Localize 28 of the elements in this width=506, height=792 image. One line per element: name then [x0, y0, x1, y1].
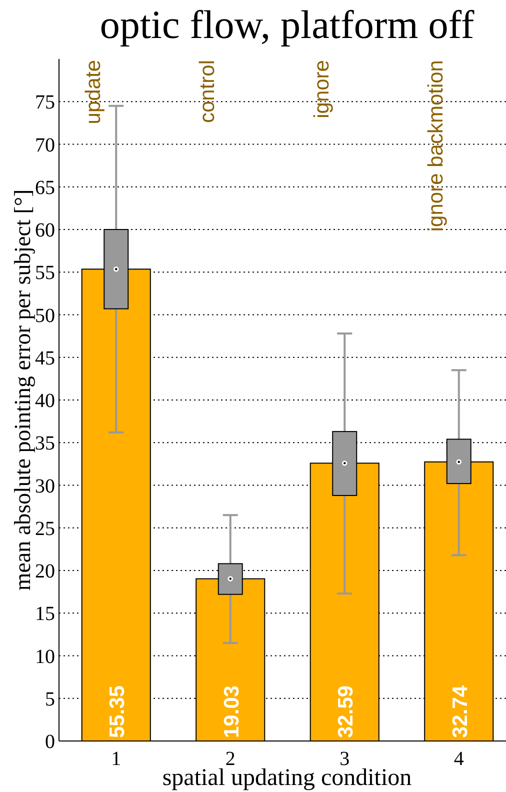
y-tick-label: 0 [45, 731, 55, 753]
y-tick-label: 20 [35, 560, 55, 582]
y-tick-label: 40 [35, 390, 55, 412]
annotation: ignore [310, 60, 334, 118]
y-tick-label: 75 [35, 92, 55, 114]
chart-title: optic flow, platform off [100, 2, 475, 47]
data-label: 19.03 [220, 685, 244, 738]
y-axis-title: mean absolute pointing error per subject [°] [10, 189, 35, 591]
annotation: update [82, 60, 105, 124]
y-tick-label: 25 [35, 518, 55, 540]
data-label: 32.74 [448, 685, 472, 738]
y-tick-label: 5 [45, 688, 55, 710]
y-tick-label: 45 [35, 347, 55, 370]
data-label: 32.59 [334, 685, 358, 738]
y-tick-label: 65 [35, 176, 55, 199]
annotation: ignore backmotion [424, 60, 448, 232]
y-tick-label: 15 [35, 603, 55, 626]
y-tick-label: 70 [35, 134, 55, 156]
annotation: control [196, 60, 220, 124]
y-tick-label: 35 [35, 432, 55, 455]
y-tick-label: 30 [35, 475, 55, 498]
data-label: 55.35 [106, 685, 130, 738]
y-tick-label: 55 [35, 262, 55, 284]
y-tick-label: 60 [35, 220, 55, 242]
x-tick-label: 1 [111, 748, 122, 770]
y-tick-label: 10 [35, 646, 55, 668]
y-tick-label: 50 [35, 304, 55, 327]
x-tick-label: 4 [454, 748, 464, 770]
